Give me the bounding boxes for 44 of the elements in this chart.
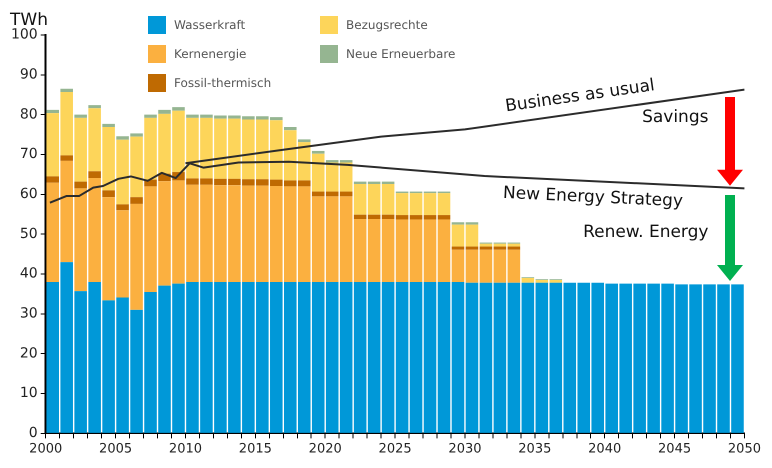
x-tick-label: 2050 bbox=[728, 442, 762, 457]
y-tick-label: 70 bbox=[20, 146, 38, 162]
y-tick-label: 90 bbox=[20, 66, 38, 82]
x-tick-label: 2040 bbox=[588, 442, 622, 457]
x-tick-label: 2045 bbox=[658, 442, 692, 457]
bar bbox=[60, 155, 73, 161]
y-tick-label: 50 bbox=[20, 226, 38, 242]
legend-label: Fossil-thermisch bbox=[174, 76, 272, 90]
x-tick-label: 2030 bbox=[448, 442, 482, 457]
bar bbox=[144, 114, 157, 118]
bar bbox=[116, 204, 129, 210]
bar bbox=[102, 124, 115, 128]
y-tick-label: 100 bbox=[10, 26, 38, 43]
x-tick-label: 2010 bbox=[168, 442, 202, 457]
legend-label: Bezugsrechte bbox=[346, 18, 428, 32]
y-tick-label: 30 bbox=[20, 306, 38, 322]
x-tick-label: 2020 bbox=[308, 442, 342, 457]
bar bbox=[46, 110, 59, 114]
bar bbox=[74, 114, 87, 118]
annotation: Renew. Energy bbox=[583, 222, 708, 242]
bar bbox=[60, 88, 73, 92]
y-tick-label: 40 bbox=[20, 266, 38, 282]
bar bbox=[88, 171, 101, 178]
x-tick-label: 2000 bbox=[29, 442, 62, 457]
x-tick-label: 2025 bbox=[378, 442, 412, 457]
bar bbox=[102, 190, 115, 198]
legend-label: Neue Erneuerbare bbox=[346, 46, 456, 60]
bar bbox=[130, 197, 143, 204]
annotation: Savings bbox=[642, 106, 708, 127]
y-tick-label: 60 bbox=[20, 186, 38, 202]
y-tick-label: 20 bbox=[20, 345, 38, 362]
series-label: New Energy Strategy bbox=[502, 182, 684, 212]
legend-label: Kernenergie bbox=[174, 46, 246, 60]
y-tick-label: 0 bbox=[28, 425, 38, 442]
x-tick-label: 2035 bbox=[518, 442, 552, 457]
bar bbox=[88, 105, 101, 108]
y-tick-label: 10 bbox=[20, 385, 38, 402]
bar bbox=[74, 182, 87, 188]
x-tick-label: 2015 bbox=[238, 442, 272, 457]
legend-label: Wasserkraft bbox=[174, 18, 246, 32]
bar bbox=[284, 127, 297, 130]
bar bbox=[46, 176, 59, 183]
y-tick-label: 80 bbox=[20, 106, 38, 122]
x-tick-label: 2005 bbox=[99, 442, 132, 457]
